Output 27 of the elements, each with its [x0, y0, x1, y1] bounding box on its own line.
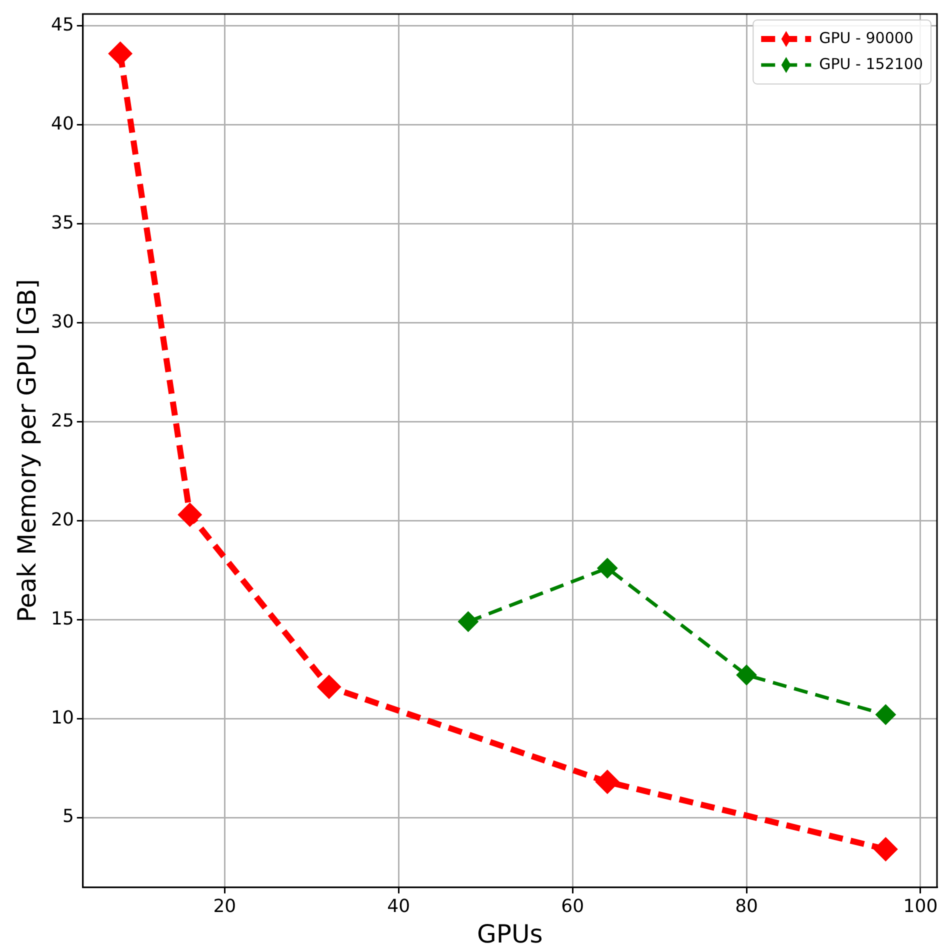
- point: [178, 504, 201, 526]
- y-tick-label: 35: [51, 212, 74, 234]
- y-tick-label: 40: [51, 114, 74, 135]
- x-tick-label: 60: [561, 896, 584, 917]
- x-tick-label: 40: [387, 896, 410, 917]
- y-tick-label: 20: [51, 509, 74, 530]
- y-axis-title: Peak Memory per GPU [GB]: [12, 279, 42, 622]
- y-tick-label: 25: [51, 410, 74, 432]
- y-tick-label: 5: [62, 806, 74, 828]
- x-tick-label: 100: [903, 896, 938, 917]
- point: [598, 558, 618, 578]
- point: [458, 612, 478, 632]
- point: [318, 676, 340, 698]
- legend-label: GPU - 152100: [819, 54, 923, 73]
- y-tick-label: 30: [51, 311, 74, 332]
- x-tick-label: 80: [735, 896, 758, 917]
- point: [874, 838, 897, 860]
- y-tick-label: 45: [51, 14, 74, 36]
- y-tick-label: 10: [51, 707, 74, 728]
- x-axis-title: GPUs: [477, 920, 543, 948]
- point: [109, 42, 132, 65]
- legend-label: GPU - 90000: [819, 28, 914, 47]
- x-tick-label: 20: [213, 896, 236, 917]
- point: [736, 665, 756, 685]
- y-tick-label: 15: [51, 608, 74, 630]
- point: [876, 704, 896, 724]
- point: [596, 770, 618, 793]
